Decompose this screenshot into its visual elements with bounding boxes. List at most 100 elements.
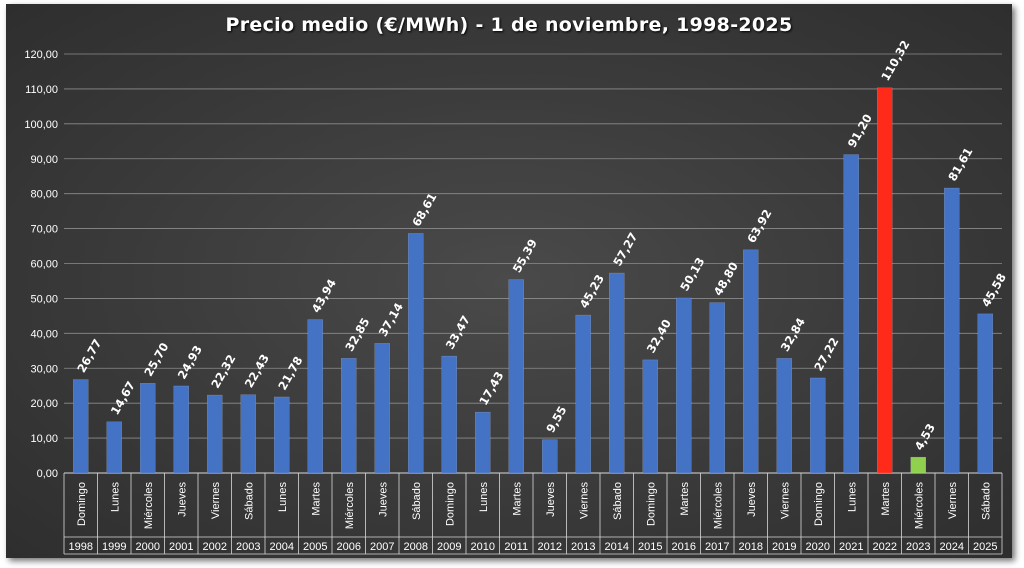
year-label: 2015 [638,541,662,553]
data-label-2008: 68,61 [409,190,439,229]
weekday-label: Lunes [478,482,490,512]
data-label-2022: 110,32 [878,38,912,83]
year-label: 2011 [504,541,528,553]
data-label-2010: 17,43 [476,369,506,408]
y-tick-label: 30,00 [30,363,58,375]
data-label-2014: 57,27 [610,230,640,269]
weekday-label: Martes [511,482,523,516]
y-tick-label: 20,00 [30,398,58,410]
bar-2011 [508,279,524,474]
bar-2002 [207,394,223,474]
year-label: 1999 [102,541,126,553]
year-label: 2007 [370,541,394,553]
weekday-label: Viernes [578,482,590,520]
year-label: 2022 [873,541,897,553]
data-label-2005: 43,94 [309,277,339,316]
y-tick-label: 70,00 [30,224,58,236]
y-tick-label: 110,00 [25,84,58,96]
weekday-label: Jueves [545,482,557,517]
data-label-2009: 33,47 [443,313,473,352]
bar-2000 [140,383,156,474]
bar-1998 [73,379,89,474]
bar-2023 [910,456,926,474]
bar-2009 [441,355,457,474]
year-label: 2001 [169,541,193,553]
weekday-label: Domingo [645,482,657,526]
bar-2021 [843,154,859,474]
year-label: 2003 [236,541,260,553]
year-label: 2020 [806,541,830,553]
data-label-1999: 14,67 [108,379,138,418]
chart-title: Precio medio (€/MWh) - 1 de noviembre, 1… [225,14,793,36]
weekday-label: Miércoles [913,482,925,530]
weekday-label: Viernes [947,482,959,520]
bar-2001 [173,385,189,474]
data-label-2021: 91,20 [845,112,875,151]
data-label-2019: 32,84 [778,315,808,354]
year-label: 2009 [437,541,461,553]
bar-2012 [542,439,558,474]
bar-2019 [776,358,792,474]
bar-2003 [240,394,256,474]
bar-2018 [743,249,759,474]
bar-2004 [274,396,290,474]
data-label-2025: 45,58 [979,271,1009,310]
weekday-label: Domingo [444,482,456,526]
weekday-label: Domingo [76,482,88,526]
bar-2008 [408,233,424,474]
bar-2022 [877,87,893,474]
bar-2024 [944,187,960,474]
year-label: 2006 [337,541,361,553]
year-label: 2017 [705,541,729,553]
weekday-label: Martes [679,482,691,516]
year-label: 2023 [906,541,930,553]
year-label: 2013 [571,541,595,553]
weekday-label: Domingo [813,482,825,526]
year-label: 2012 [538,541,562,553]
bar-2005 [307,319,323,474]
year-label: 2008 [404,541,428,553]
year-label: 2019 [772,541,796,553]
bar-2020 [810,377,826,474]
data-label-2011: 55,39 [510,237,540,276]
y-tick-label: 100,00 [24,119,58,131]
weekday-label: Sábado [612,482,624,520]
year-label: 2024 [940,541,964,553]
bar-2015 [642,359,658,474]
bar-2007 [374,343,390,474]
year-label: 2018 [739,541,763,553]
data-label-2020: 27,22 [811,335,841,374]
y-tick-label: 80,00 [30,189,58,201]
bar-2017 [709,302,725,474]
bar-1999 [106,421,122,474]
y-tick-label: 120,00 [24,49,58,61]
weekday-label: Jueves [176,482,188,517]
bar-2014 [609,272,625,474]
weekday-label: Miércoles [143,482,155,530]
weekday-label: Miércoles [712,482,724,530]
year-label: 2014 [605,541,629,553]
year-label: 2000 [136,541,160,553]
weekday-label: Lunes [846,482,858,512]
y-tick-label: 50,00 [30,293,58,305]
data-label-2012: 9,55 [543,404,569,436]
weekday-label: Sábado [411,482,423,520]
year-label: 2025 [973,541,997,553]
weekday-label: Jueves [746,482,758,517]
year-label: 2002 [203,541,227,553]
year-label: 2010 [471,541,495,553]
weekday-label: Martes [310,482,322,516]
data-label-2000: 25,70 [141,340,171,379]
bar-2025 [977,313,993,474]
data-label-2004: 21,78 [275,354,305,393]
data-label-2017: 48,80 [711,260,741,299]
year-label: 1998 [69,541,93,553]
data-label-2015: 32,40 [644,317,674,356]
weekday-label: Jueves [377,482,389,517]
weekday-label: Lunes [277,482,289,512]
data-label-2024: 81,61 [945,145,975,184]
weekday-label: Viernes [210,482,222,520]
year-label: 2016 [672,541,696,553]
data-label-2018: 63,92 [744,207,774,246]
data-label-2002: 22,32 [208,352,238,391]
